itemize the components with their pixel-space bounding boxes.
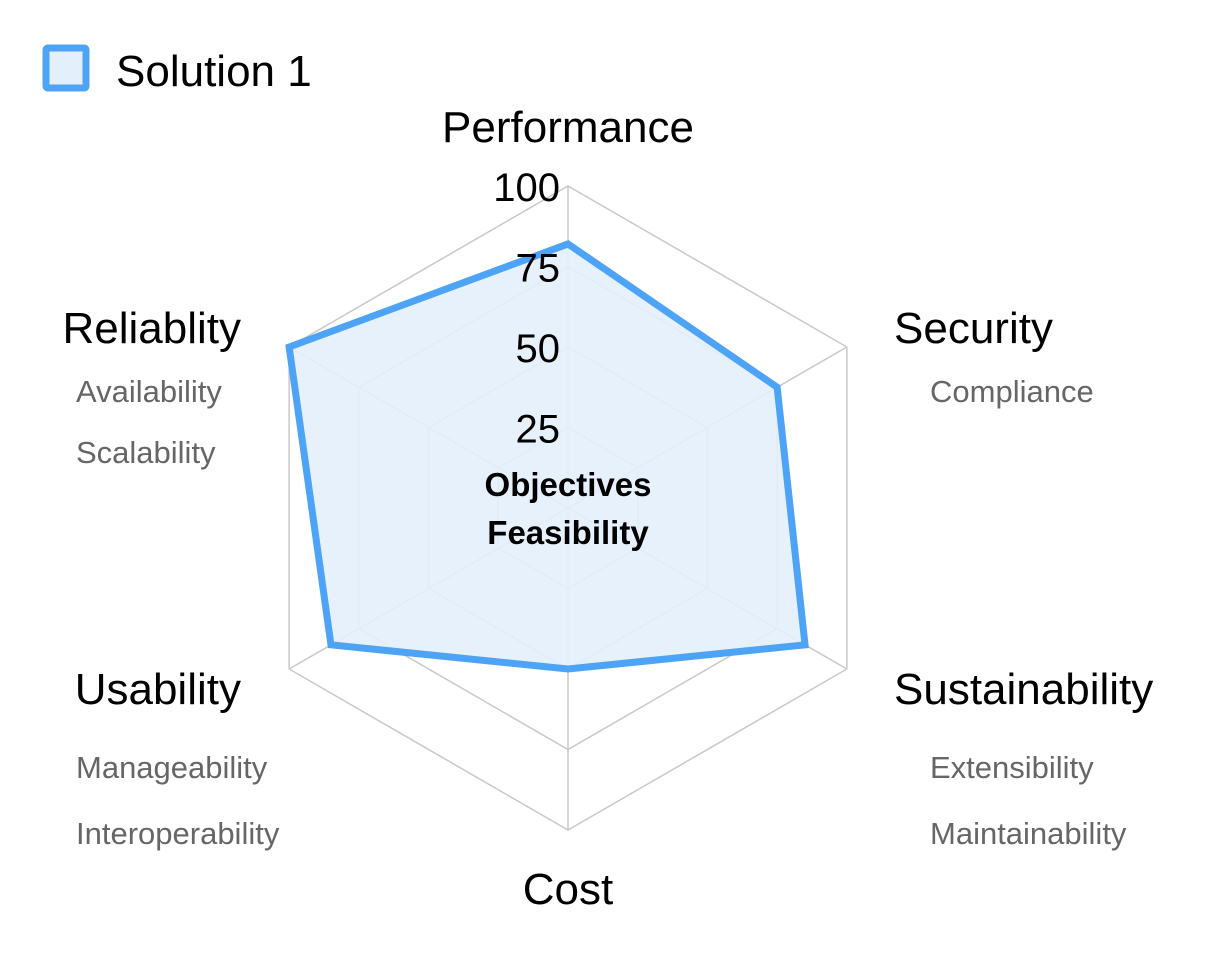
axis-sublabel-compliance: Compliance [930,374,1094,409]
tick-label-75: 75 [516,247,561,291]
series-area-solution-1[interactable] [285,240,809,673]
axis-label-sustainability: Sustainability [894,665,1153,714]
axis-label-cost: Cost [523,865,613,914]
axis-label-reliablity: Reliablity [62,304,241,353]
tick-label-50: 50 [516,327,561,371]
legend-swatch-solution-1[interactable] [42,44,90,92]
axis-sublabel-scalability: Scalability [76,435,216,470]
tick-label-25: 25 [516,408,561,452]
axis-sublabel-maintainability: Maintainability [930,816,1127,851]
axis-sublabel-manageability: Manageability [76,750,268,785]
axis-label-security: Security [894,304,1053,353]
center-label-line-2: Feasibility [487,514,649,551]
axis-sublabel-availability: Availability [76,374,222,409]
axis-sublabel-extensibility: Extensibility [930,750,1094,785]
center-label-line-1: Objectives [485,466,652,503]
radar-tick-labels: 25 50 75 100 [493,166,560,452]
radar-series [285,240,809,673]
tick-label-100: 100 [493,166,560,210]
radar-axis-labels: Performance Security Compliance Sustainabil… [62,103,1153,914]
legend-label-solution-1: Solution 1 [116,47,312,96]
axis-label-usability: Usability [75,665,241,714]
center-label: Objectives Feasibility [485,466,652,551]
axis-label-performance: Performance [442,103,694,152]
axis-sublabel-interoperability: Interoperability [76,816,280,851]
legend: Solution 1 [42,44,312,96]
